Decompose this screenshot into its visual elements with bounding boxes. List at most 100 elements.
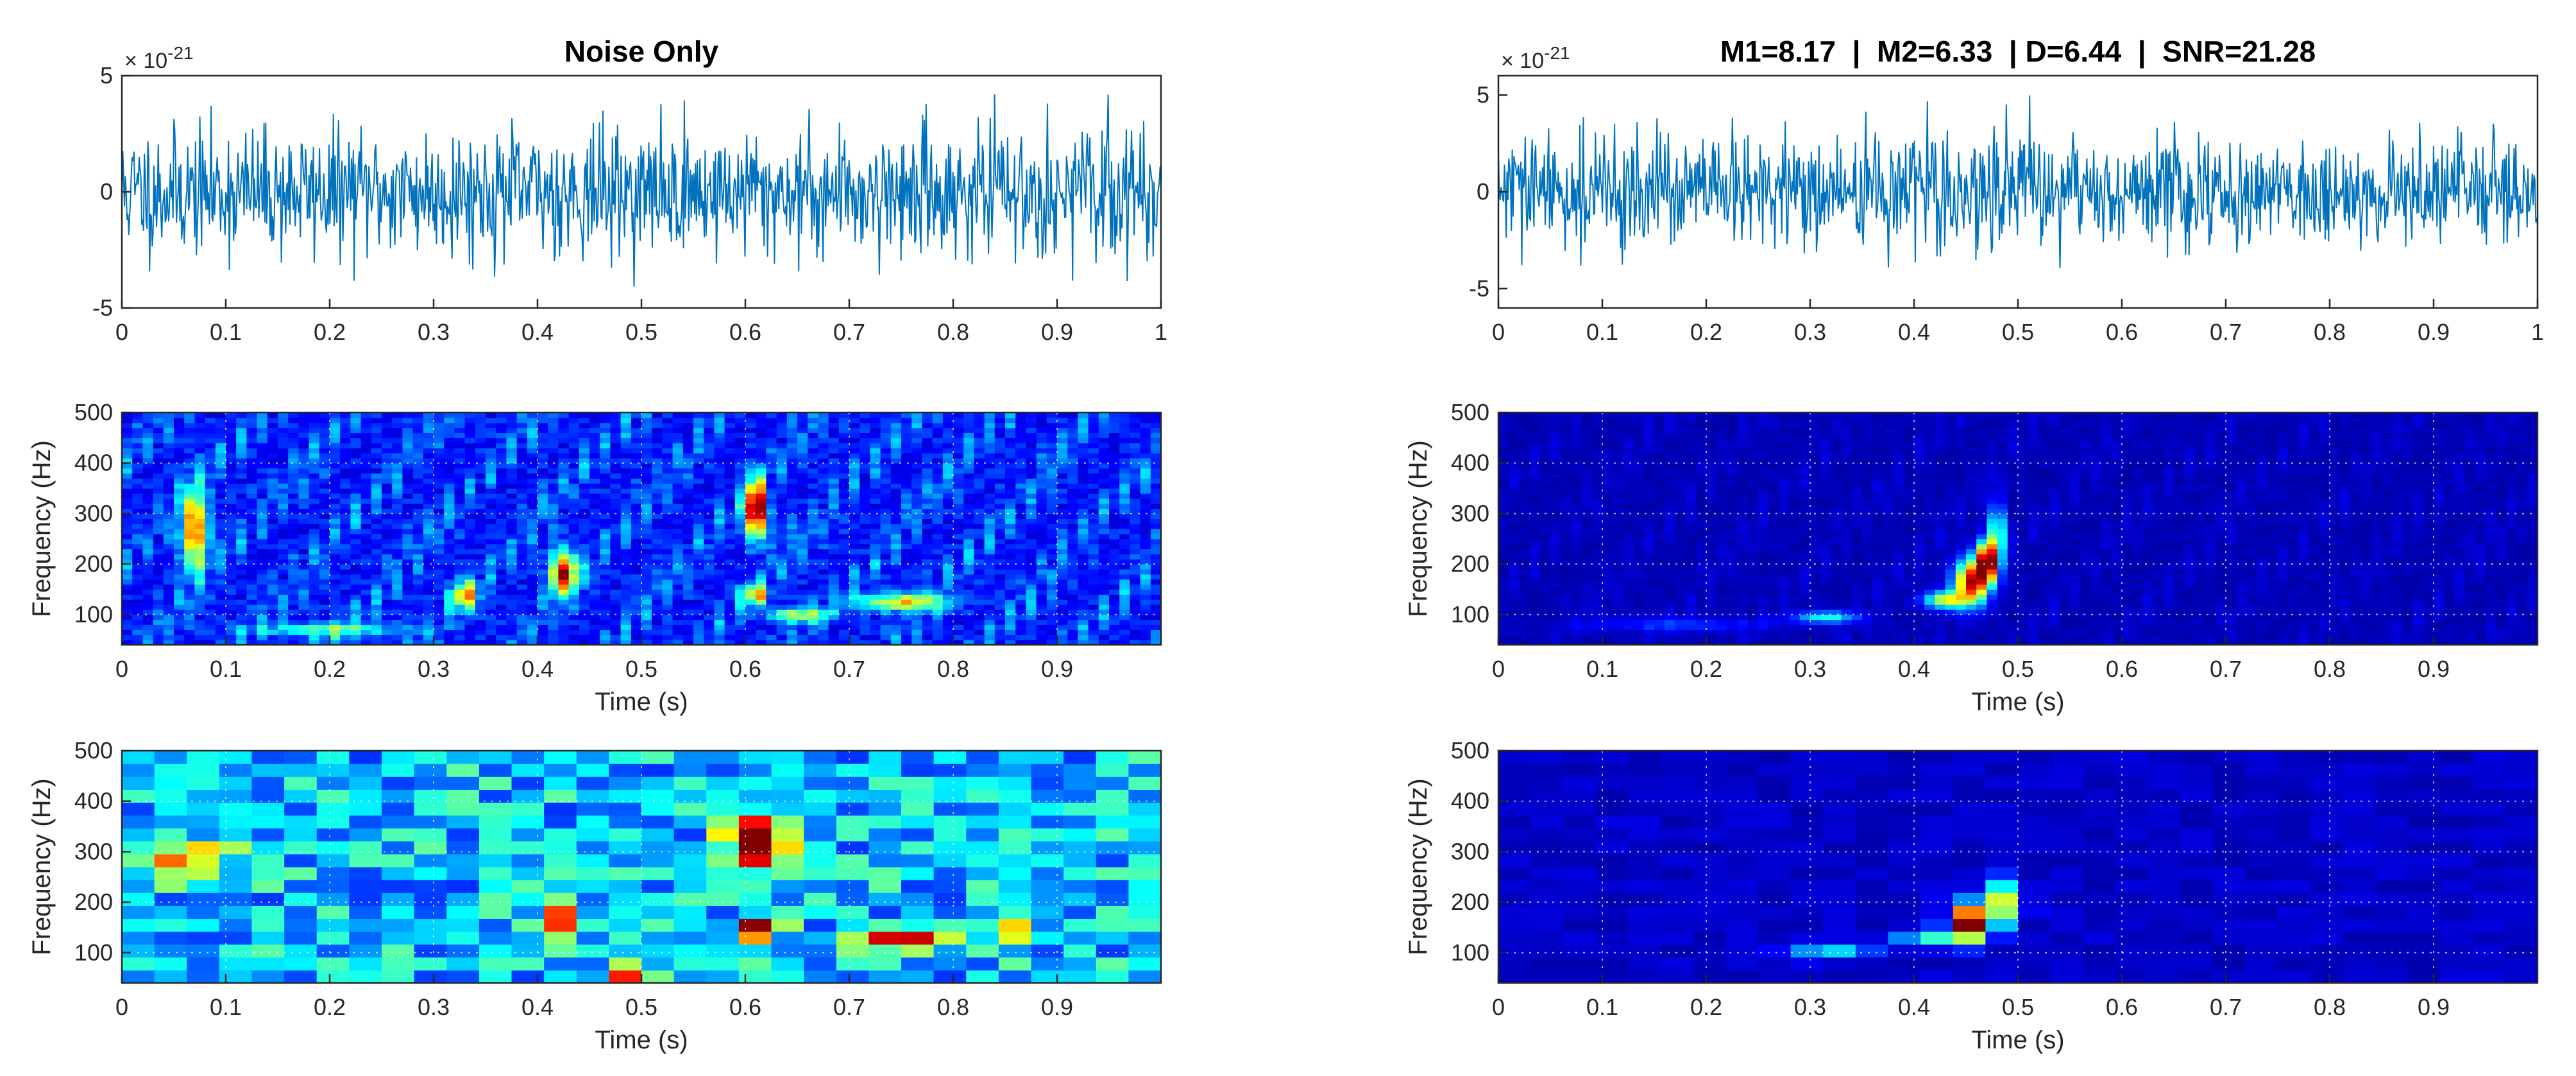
heatmap-cell xyxy=(735,463,746,468)
heatmap-cell xyxy=(434,620,445,625)
heatmap-cell xyxy=(454,599,465,604)
heatmap-cell xyxy=(340,418,351,423)
heatmap-cell xyxy=(1530,585,1541,590)
heatmap-cell xyxy=(548,539,559,544)
heatmap-cell xyxy=(881,513,892,518)
heatmap-cell xyxy=(527,478,538,483)
heatmap-cell xyxy=(943,428,954,433)
heatmap-cell xyxy=(1140,413,1151,418)
heatmap-cell xyxy=(1015,539,1026,544)
heatmap-cell xyxy=(122,549,133,554)
heatmap-cell xyxy=(330,615,341,620)
heatmap-cell xyxy=(756,493,767,499)
heatmap-cell xyxy=(226,549,237,554)
heatmap-cell xyxy=(288,544,299,549)
heatmap-cell xyxy=(641,438,652,443)
heatmap-cell xyxy=(444,579,455,585)
heatmap-cell xyxy=(922,635,933,640)
heatmap-cell xyxy=(1089,579,1099,585)
heatmap-cell xyxy=(652,574,663,579)
heatmap-cell xyxy=(309,518,320,524)
heatmap-cell xyxy=(340,518,351,524)
heatmap-cell xyxy=(216,544,226,549)
heatmap-cell xyxy=(1130,448,1140,453)
heatmap-cell xyxy=(933,544,944,549)
heatmap-cell xyxy=(475,413,486,418)
heatmap-cell xyxy=(673,432,684,438)
heatmap-cell xyxy=(1026,478,1037,483)
heatmap-cell xyxy=(797,493,808,499)
heatmap-cell xyxy=(756,513,767,518)
heatmap-cell xyxy=(340,589,351,594)
heatmap-cell xyxy=(641,413,652,418)
heatmap-cell xyxy=(579,448,590,453)
heatmap-cell xyxy=(1530,569,1541,574)
heatmap-cell xyxy=(1109,574,1120,579)
heatmap-cell xyxy=(995,574,1006,579)
heatmap-cell xyxy=(1109,513,1120,518)
heatmap-cell xyxy=(600,473,611,478)
heatmap-cell xyxy=(569,478,580,483)
heatmap-cell xyxy=(164,574,174,579)
heatmap-cell xyxy=(1015,574,1026,579)
heatmap-cell xyxy=(839,549,850,554)
heatmap-cell xyxy=(610,629,621,635)
heatmap-cell xyxy=(205,549,216,554)
heatmap-cell xyxy=(340,554,351,559)
heatmap-cell xyxy=(735,513,746,518)
heatmap-cell xyxy=(278,559,289,564)
heatmap-cell xyxy=(953,418,964,423)
heatmap-cell xyxy=(589,473,600,478)
heatmap-cell xyxy=(995,629,1006,635)
heatmap-cell xyxy=(953,468,964,474)
heatmap-cell xyxy=(1037,473,1047,478)
heatmap-cell xyxy=(538,428,548,433)
heatmap-cell xyxy=(1498,428,1509,433)
heatmap-cell xyxy=(465,468,476,474)
heatmap-cell xyxy=(298,443,309,448)
heatmap-cell xyxy=(652,418,663,423)
heatmap-cell xyxy=(423,635,434,640)
heatmap-cell xyxy=(693,529,704,534)
heatmap-cell xyxy=(787,635,798,640)
heatmap-cell xyxy=(413,589,424,594)
heatmap-cell xyxy=(860,453,870,458)
heatmap-cell xyxy=(486,620,496,625)
heatmap-cell xyxy=(589,493,600,499)
heatmap-cell xyxy=(1067,564,1078,569)
heatmap-cell xyxy=(153,418,164,423)
heatmap-cell xyxy=(881,463,892,468)
heatmap-cell xyxy=(766,463,777,468)
heatmap-cell xyxy=(1109,483,1120,488)
heatmap-cell xyxy=(496,585,507,590)
heatmap-cell xyxy=(652,615,663,620)
heatmap-cell xyxy=(153,574,164,579)
heatmap-cell xyxy=(579,554,590,559)
heatmap-cell xyxy=(257,463,268,468)
heatmap-cell xyxy=(995,504,1006,509)
heatmap-cell xyxy=(1005,574,1016,579)
heatmap-cell xyxy=(434,604,445,610)
heatmap-cell xyxy=(1005,524,1016,529)
heatmap-cell xyxy=(610,493,621,499)
heatmap-cell xyxy=(839,488,850,493)
heatmap-cell xyxy=(174,453,185,458)
heatmap-cell xyxy=(1130,468,1140,474)
heatmap-cell xyxy=(361,594,372,599)
heatmap-cell xyxy=(454,529,465,534)
heatmap-cell xyxy=(465,524,476,529)
heatmap-cell xyxy=(454,504,465,509)
heatmap-cell xyxy=(538,443,548,448)
heatmap-cell xyxy=(1498,488,1509,493)
heatmap-cell xyxy=(1015,529,1026,534)
heatmap-cell xyxy=(288,504,299,509)
heatmap-cell xyxy=(423,432,434,438)
heatmap-cell xyxy=(330,478,341,483)
heatmap-cell xyxy=(652,483,663,488)
heatmap-cell xyxy=(797,594,808,599)
heatmap-cell xyxy=(995,564,1006,569)
heatmap-cell xyxy=(184,579,195,585)
heatmap-cell xyxy=(527,610,538,615)
heatmap-cell xyxy=(216,534,226,539)
heatmap-cell xyxy=(1015,453,1026,458)
